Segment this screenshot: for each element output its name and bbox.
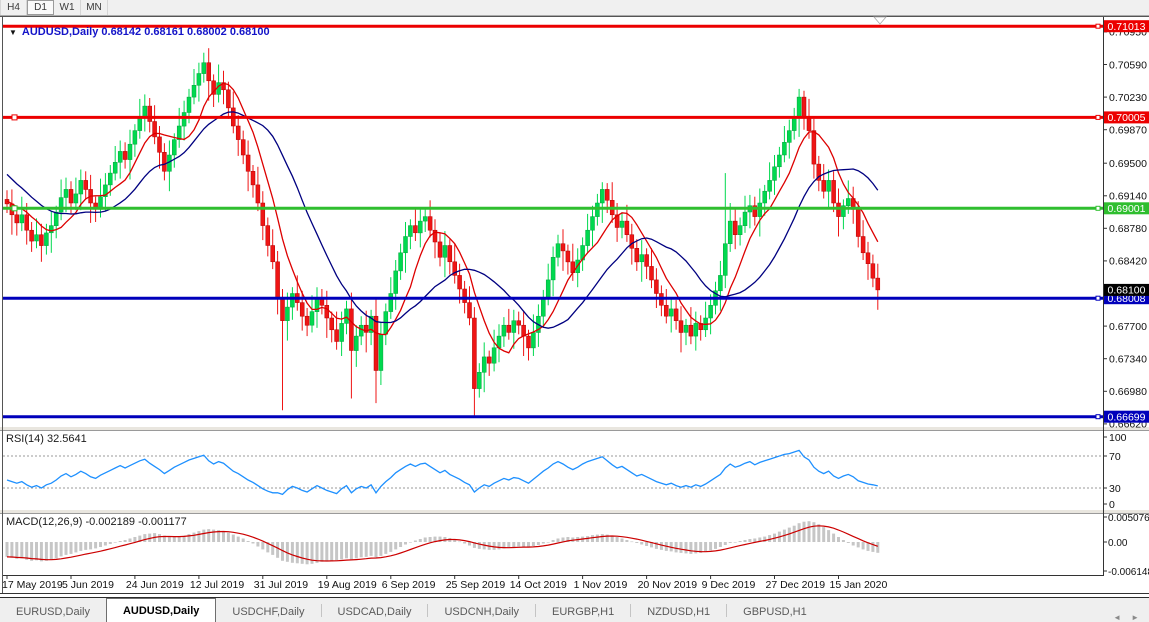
- tab-usdcad-daily[interactable]: USDCAD,Daily: [337, 606, 412, 618]
- tab-separator: [726, 603, 728, 617]
- ma-fast-line: [6, 82, 879, 354]
- tab-nzdusd-h1[interactable]: NZDUSD,H1: [647, 606, 711, 618]
- svg-text:20 Nov 2019: 20 Nov 2019: [638, 579, 698, 591]
- tab-separator: [535, 603, 537, 617]
- svg-text:24 Jun 2019: 24 Jun 2019: [126, 579, 184, 591]
- svg-text:17 May 2019: 17 May 2019: [2, 579, 63, 591]
- svg-text:1 Nov 2019: 1 Nov 2019: [574, 579, 628, 591]
- svg-text:0.68780: 0.68780: [1109, 223, 1147, 235]
- ma-slow-line: [6, 111, 879, 329]
- rsi-indicator-label: RSI(14) 32.5641: [6, 433, 87, 445]
- candles-layer: [4, 48, 881, 417]
- timeframe-button-mn[interactable]: MN: [81, 0, 108, 15]
- macd-signal-line: [6, 525, 878, 562]
- timeframe-button-d1[interactable]: D1: [27, 0, 54, 15]
- rsi-line: [6, 449, 878, 496]
- svg-text:0.71013: 0.71013: [1108, 21, 1146, 33]
- tab-separator: [427, 603, 429, 617]
- line-handle[interactable]: [11, 205, 18, 212]
- svg-text:25 Sep 2019: 25 Sep 2019: [446, 579, 506, 591]
- tab-separator: [320, 603, 322, 617]
- svg-text:6 Sep 2019: 6 Sep 2019: [382, 579, 436, 591]
- svg-text:0.005076: 0.005076: [1108, 513, 1149, 524]
- svg-text:12 Jul 2019: 12 Jul 2019: [190, 579, 244, 591]
- tab-gbpusd-h1[interactable]: GBPUSD,H1: [743, 606, 807, 618]
- svg-text:9 Dec 2019: 9 Dec 2019: [702, 579, 756, 591]
- svg-text:0.68008: 0.68008: [1108, 293, 1146, 305]
- timeframe-toolbar: H4 D1 W1 MN: [0, 0, 1149, 16]
- svg-text:31 Jul 2019: 31 Jul 2019: [254, 579, 308, 591]
- svg-text:0.70005: 0.70005: [1108, 112, 1146, 124]
- panel-divider[interactable]: [0, 426, 1149, 431]
- svg-text:0.67700: 0.67700: [1109, 321, 1147, 333]
- chart-symbol-label: AUDUSD,Daily: [21, 26, 99, 38]
- horizontal-lines[interactable]: [3, 23, 1103, 420]
- svg-text:0.66980: 0.66980: [1109, 386, 1147, 398]
- svg-text:0.68420: 0.68420: [1109, 256, 1147, 268]
- svg-text:30: 30: [1109, 483, 1121, 495]
- macd-indicator-label: MACD(12,26,9) -0.002189 -0.001177: [6, 516, 187, 528]
- tab-audusd-daily[interactable]: AUDUSD,Daily: [105, 598, 217, 622]
- chart-title: ▼ AUDUSD,Daily 0.68142 0.68161 0.68002 0.…: [9, 26, 270, 38]
- svg-text:0.00: 0.00: [1108, 538, 1128, 549]
- price-badge: 0.69001: [1104, 202, 1149, 215]
- price-badge: 0.66699: [1104, 410, 1149, 424]
- svg-text:0.69500: 0.69500: [1109, 158, 1147, 170]
- symbol-tab-bar: EURUSD,Daily AUDUSD,Daily USDCHF,Daily USDC…: [0, 597, 1149, 622]
- timeframe-button-h4[interactable]: H4: [0, 0, 27, 15]
- svg-text:19 Aug 2019: 19 Aug 2019: [318, 579, 377, 591]
- price-badge: 0.68100: [1104, 283, 1149, 297]
- tab-separator: [630, 603, 632, 617]
- svg-text:70: 70: [1109, 451, 1121, 463]
- svg-text:0.69870: 0.69870: [1109, 125, 1147, 137]
- svg-text:0.69140: 0.69140: [1109, 191, 1147, 203]
- macd-panel: 0.005076 0.00 -0.006148: [5, 513, 1149, 578]
- tab-usdchf-daily[interactable]: USDCHF,Daily: [232, 606, 305, 618]
- chevron-down-icon[interactable]: ▼: [9, 28, 17, 37]
- svg-text:14 Oct 2019: 14 Oct 2019: [510, 579, 567, 591]
- svg-text:0.69001: 0.69001: [1108, 203, 1146, 215]
- price-badge: 0.71013: [1104, 20, 1149, 33]
- date-axis[interactable]: 17 May 2019 5 Jun 2019 24 Jun 2019 12 Jul 2…: [2, 575, 887, 591]
- price-badge: 0.70005: [1104, 111, 1149, 124]
- tab-scroll-right-icon[interactable]: ►: [1131, 613, 1139, 622]
- tab-scroll-left-icon[interactable]: ◄: [1113, 613, 1122, 622]
- rsi-panel: 100 70 30 0: [3, 432, 1127, 511]
- timeframe-button-w1[interactable]: W1: [54, 0, 81, 15]
- svg-text:5 Jun 2019: 5 Jun 2019: [62, 579, 114, 591]
- svg-text:-0.006148: -0.006148: [1108, 567, 1149, 578]
- svg-text:0.70230: 0.70230: [1109, 92, 1147, 104]
- panel-divider[interactable]: [0, 509, 1149, 514]
- svg-text:0: 0: [1109, 499, 1115, 511]
- svg-text:0.68100: 0.68100: [1108, 285, 1146, 297]
- svg-text:100: 100: [1109, 432, 1127, 444]
- tab-eurgbp-h1[interactable]: EURGBP,H1: [552, 606, 615, 618]
- line-handle[interactable]: [11, 114, 18, 121]
- svg-text:15 Jan 2020: 15 Jan 2020: [830, 579, 888, 591]
- svg-text:0.66699: 0.66699: [1108, 412, 1146, 424]
- chart-ohlc-text: 0.68142 0.68161 0.68002 0.68100: [101, 26, 270, 38]
- price-axis[interactable]: 0.709500.705900.702300.698700.695000.691…: [1103, 27, 1147, 431]
- tab-eurusd-daily[interactable]: EURUSD,Daily: [16, 606, 90, 618]
- chart-shift-marker-icon[interactable]: [873, 16, 887, 25]
- svg-text:0.67340: 0.67340: [1109, 354, 1147, 366]
- svg-text:27 Dec 2019: 27 Dec 2019: [766, 579, 826, 591]
- svg-text:0.70590: 0.70590: [1109, 59, 1147, 71]
- tab-usdcnh-daily[interactable]: USDCNH,Daily: [444, 606, 520, 618]
